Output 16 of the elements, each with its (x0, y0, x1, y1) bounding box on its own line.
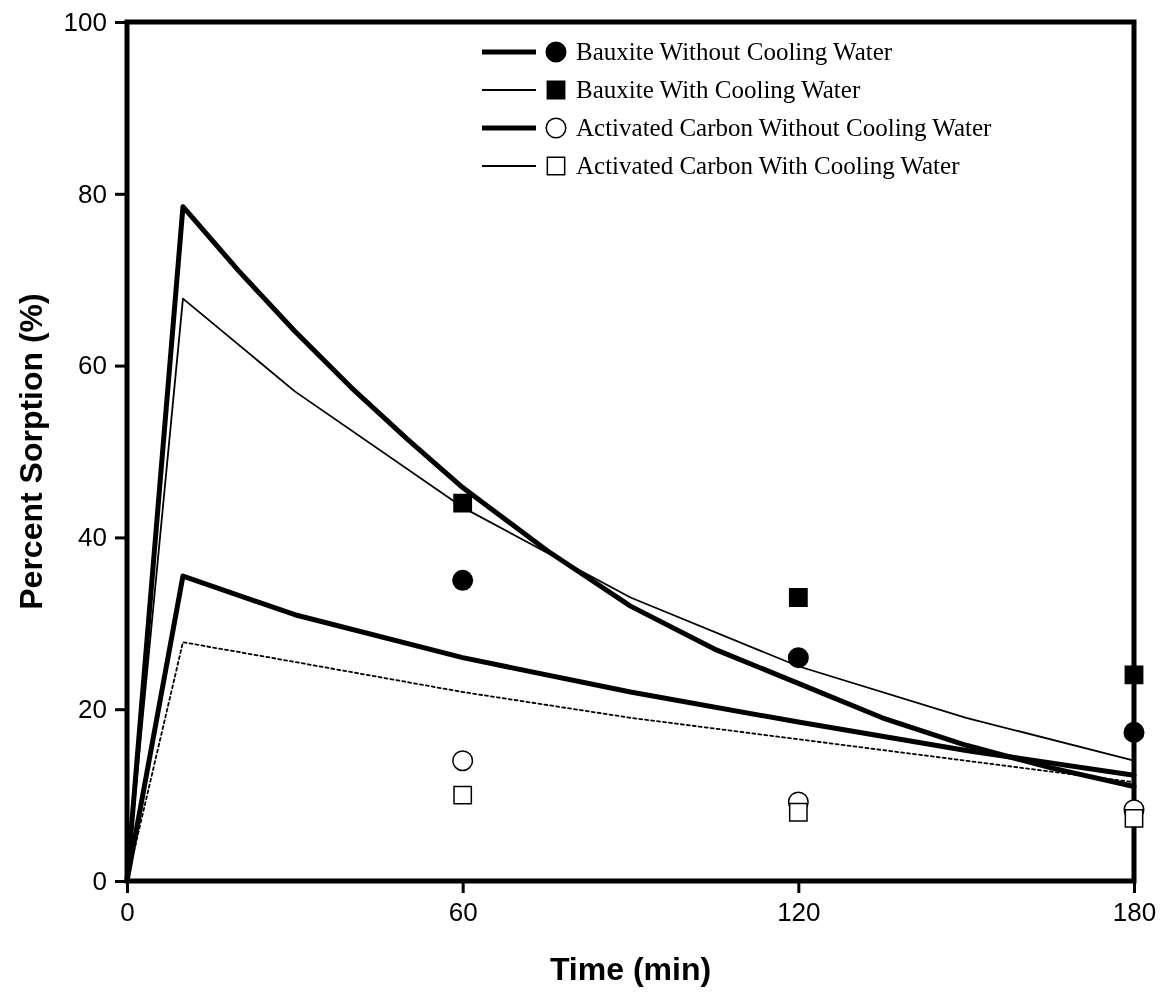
y-tick-label: 0 (92, 865, 107, 896)
x-tick-label: 60 (448, 897, 478, 928)
x-tick-label: 180 (1112, 897, 1157, 928)
legend-label: Bauxite Without Cooling Water (576, 38, 893, 65)
y-tick-label: 60 (78, 350, 107, 381)
x-tick-label: 0 (120, 897, 135, 928)
y-tick-label: 20 (78, 694, 107, 725)
y-tick-label: 40 (78, 522, 107, 553)
legend-label: Activated Carbon Without Cooling Water (576, 114, 993, 141)
y-tick-label: 80 (78, 178, 107, 209)
x-axis-title: Time (min) (549, 951, 712, 987)
legend-label: Activated Carbon With Cooling Water (576, 152, 961, 179)
legend-label: Bauxite With Cooling Water (576, 76, 861, 103)
y-axis-title: Percent Sorption (%) (13, 293, 49, 610)
y-tick-label: 100 (63, 6, 107, 37)
x-tick-label: 120 (777, 897, 821, 928)
